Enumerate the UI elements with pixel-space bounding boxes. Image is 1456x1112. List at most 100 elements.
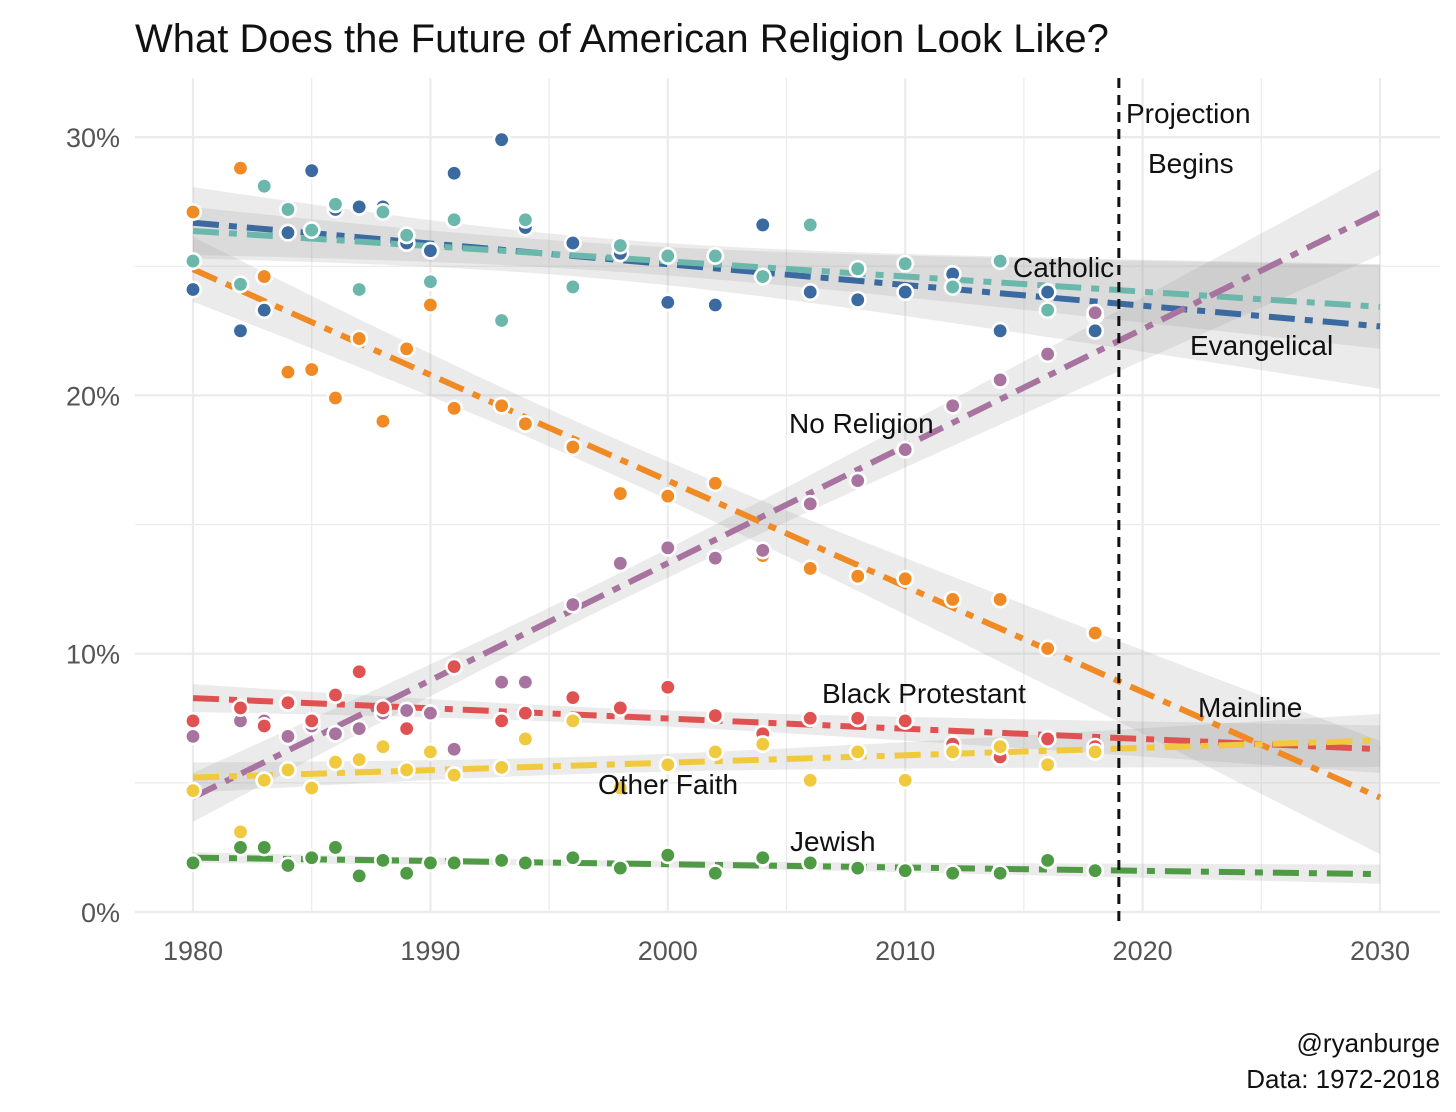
confidence-band <box>193 169 1380 822</box>
data-point <box>280 857 296 874</box>
data-point <box>446 855 462 871</box>
data-point <box>351 281 367 298</box>
data-point <box>612 555 628 571</box>
data-point <box>755 850 771 866</box>
confidence-band <box>193 236 1380 855</box>
data-point <box>945 279 961 295</box>
data-point <box>399 341 415 357</box>
data-point <box>446 741 462 757</box>
series-label: Other Faith <box>598 769 738 800</box>
data-points <box>184 130 1105 885</box>
data-point <box>232 276 249 292</box>
data-point <box>375 204 391 220</box>
trend-line <box>192 854 1381 878</box>
data-point <box>232 839 249 856</box>
data-point <box>707 708 723 724</box>
data-point <box>565 690 581 706</box>
data-point <box>256 839 272 856</box>
data-point <box>494 674 510 690</box>
data-point <box>494 398 510 414</box>
data-point <box>1087 323 1103 339</box>
data-point <box>327 839 344 856</box>
series-labels: Evangelical Catholic Mainline No Religion Bl… <box>598 252 1333 857</box>
confidence-band <box>193 713 1380 793</box>
data-point <box>399 227 415 243</box>
data-point <box>850 473 866 489</box>
data-point <box>517 731 533 747</box>
data-point <box>897 284 913 300</box>
data-point <box>399 702 415 719</box>
data-point <box>565 597 581 613</box>
y-tick-label: 30% <box>66 123 120 153</box>
data-point <box>232 160 249 176</box>
x-tick-label: 2010 <box>875 936 935 966</box>
confidence-band <box>193 852 1380 884</box>
data-point <box>327 196 344 212</box>
data-point <box>755 268 771 285</box>
data-point <box>897 863 913 879</box>
data-point <box>517 705 533 721</box>
data-point <box>707 865 723 881</box>
confidence-bands <box>193 169 1380 884</box>
data-point <box>850 860 866 876</box>
data-point <box>517 855 533 871</box>
data-point <box>399 762 415 778</box>
y-axis-ticks: 0% 10% 20% 30% <box>66 123 120 928</box>
data-point <box>422 297 438 313</box>
data-point <box>707 248 723 264</box>
series-label: Black Protestant <box>822 678 1026 709</box>
data-point <box>755 542 771 558</box>
data-point <box>660 488 676 504</box>
data-point <box>351 664 367 680</box>
data-point <box>185 281 201 298</box>
data-point <box>802 560 818 577</box>
trend-line <box>191 266 1382 801</box>
data-point <box>992 591 1008 608</box>
data-point <box>399 721 415 737</box>
data-point <box>517 416 533 432</box>
data-point <box>494 759 510 775</box>
trend-lines <box>191 209 1382 878</box>
data-point <box>660 757 676 773</box>
data-point <box>945 744 961 760</box>
data-point <box>850 261 866 277</box>
data-point <box>897 442 913 458</box>
x-tick-label: 2020 <box>1113 936 1173 966</box>
data-point <box>992 739 1008 755</box>
data-point <box>945 865 961 881</box>
data-point <box>446 767 462 783</box>
data-point <box>494 132 510 148</box>
data-point <box>802 710 818 726</box>
trend-line <box>191 209 1382 801</box>
data-point <box>422 243 438 259</box>
x-tick-label: 2030 <box>1350 936 1410 966</box>
data-point <box>660 294 676 311</box>
data-point <box>185 253 201 269</box>
data-point <box>707 297 723 313</box>
data-point <box>256 772 272 788</box>
data-point <box>1040 852 1056 868</box>
x-tick-label: 1990 <box>400 936 460 966</box>
data-point <box>660 847 676 863</box>
data-point <box>660 540 676 556</box>
data-point <box>375 413 391 429</box>
trend-line <box>192 737 1381 781</box>
data-point <box>232 323 249 339</box>
data-point <box>1087 744 1103 760</box>
data-point <box>612 860 628 876</box>
data-point <box>446 165 462 181</box>
data-point <box>232 824 249 840</box>
data-point <box>850 744 866 760</box>
data-point <box>1040 757 1056 773</box>
data-point <box>327 754 344 770</box>
y-tick-label: 10% <box>66 640 120 670</box>
data-point <box>660 248 676 264</box>
data-point <box>304 222 320 238</box>
data-point <box>850 568 866 584</box>
x-axis-ticks: 1980 1990 2000 2010 2020 2030 <box>163 936 1410 966</box>
data-point <box>945 591 961 608</box>
data-point <box>185 728 201 744</box>
data-point <box>612 780 628 796</box>
data-point <box>945 398 961 414</box>
data-point <box>304 163 320 179</box>
